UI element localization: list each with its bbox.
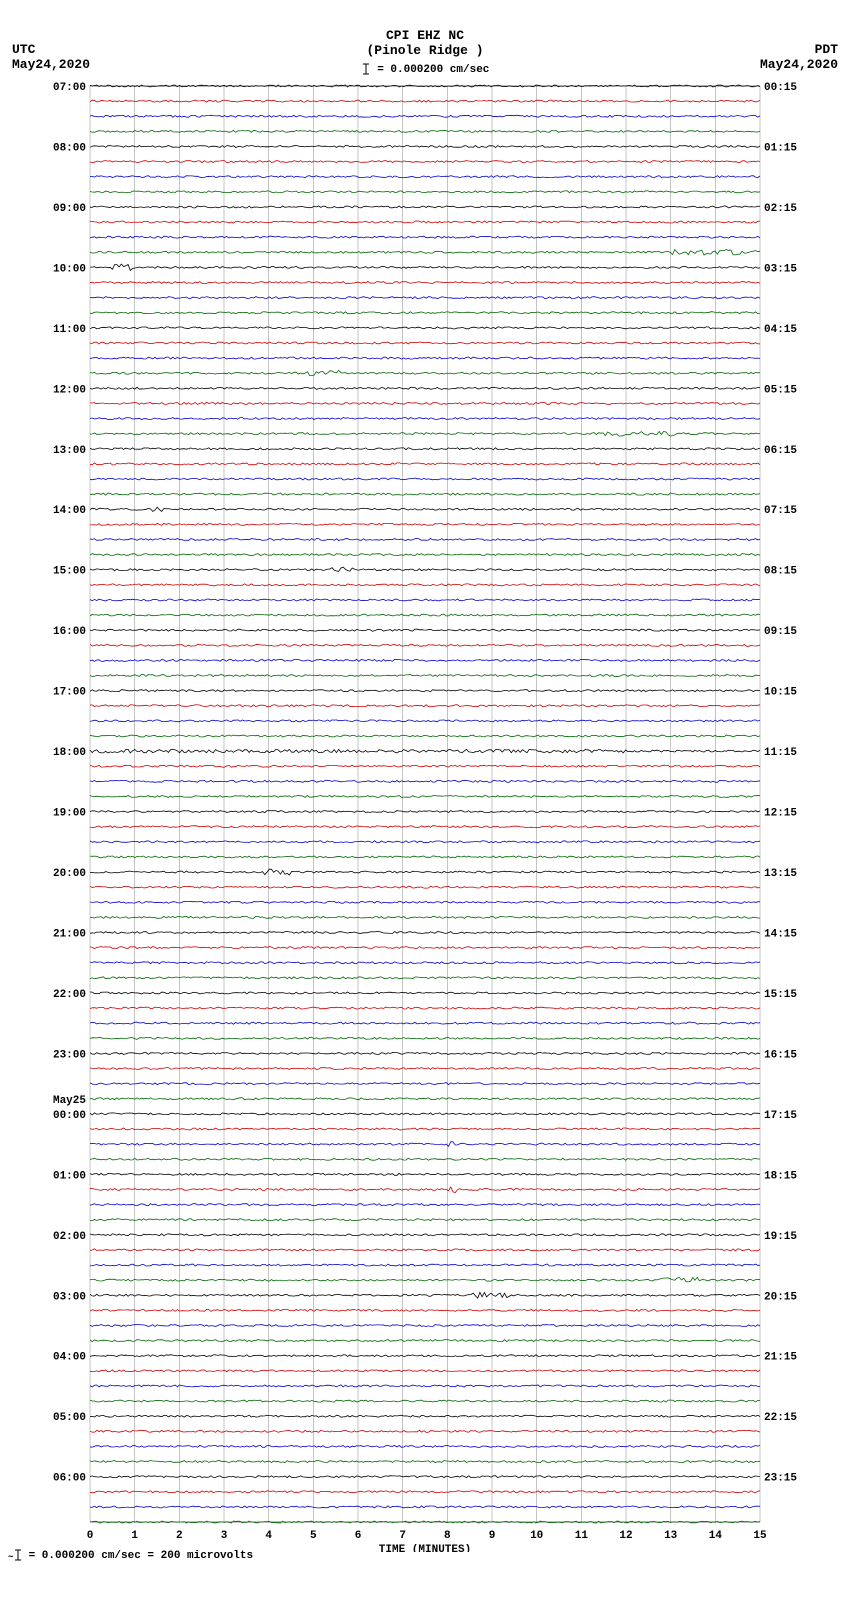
svg-text:May25: May25 bbox=[53, 1095, 86, 1107]
scale-bar-text: = 0.000200 cm/sec bbox=[377, 64, 489, 76]
svg-text:03:00: 03:00 bbox=[53, 1291, 86, 1303]
tz-left-label: UTC bbox=[12, 42, 90, 57]
station-location: (Pinole Ridge ) bbox=[0, 43, 850, 58]
svg-text:17:00: 17:00 bbox=[53, 687, 86, 699]
svg-text:21:00: 21:00 bbox=[53, 928, 86, 940]
svg-text:08:00: 08:00 bbox=[53, 142, 86, 154]
svg-text:3: 3 bbox=[221, 1530, 228, 1542]
svg-text:13: 13 bbox=[664, 1530, 678, 1542]
helicorder-plot: 0123456789101112131415TIME (MINUTES)07:0… bbox=[50, 82, 800, 1542]
svg-text:14:00: 14:00 bbox=[53, 505, 86, 517]
svg-text:10:15: 10:15 bbox=[764, 687, 797, 699]
svg-text:02:15: 02:15 bbox=[764, 203, 797, 215]
scale-bar-label: = 0.000200 cm/sec bbox=[0, 62, 850, 76]
svg-text:01:15: 01:15 bbox=[764, 142, 797, 154]
tz-left-block: UTC May24,2020 bbox=[12, 42, 90, 72]
svg-text:05:00: 05:00 bbox=[53, 1412, 86, 1424]
svg-text:04:15: 04:15 bbox=[764, 324, 797, 336]
svg-text:06:00: 06:00 bbox=[53, 1473, 86, 1485]
svg-text:2: 2 bbox=[176, 1530, 183, 1542]
svg-text:23:00: 23:00 bbox=[53, 1049, 86, 1061]
svg-text:01:00: 01:00 bbox=[53, 1170, 86, 1182]
svg-text:12:15: 12:15 bbox=[764, 808, 797, 820]
svg-text:03:15: 03:15 bbox=[764, 263, 797, 275]
svg-text:11:00: 11:00 bbox=[53, 324, 86, 336]
footer-scale-bar-icon: ~ bbox=[8, 1548, 22, 1562]
svg-text:TIME (MINUTES): TIME (MINUTES) bbox=[379, 1544, 471, 1552]
svg-text:12: 12 bbox=[619, 1530, 632, 1542]
tz-right-label: PDT bbox=[760, 42, 838, 57]
svg-text:13:15: 13:15 bbox=[764, 868, 797, 880]
svg-text:7: 7 bbox=[399, 1530, 406, 1542]
svg-text:4: 4 bbox=[265, 1530, 272, 1542]
svg-text:07:15: 07:15 bbox=[764, 505, 797, 517]
svg-text:20:15: 20:15 bbox=[764, 1291, 797, 1303]
svg-text:04:00: 04:00 bbox=[53, 1352, 86, 1364]
svg-text:09:00: 09:00 bbox=[53, 203, 86, 215]
svg-text:16:00: 16:00 bbox=[53, 626, 86, 638]
svg-text:15:00: 15:00 bbox=[53, 566, 86, 578]
svg-text:6: 6 bbox=[355, 1530, 362, 1542]
svg-text:15: 15 bbox=[753, 1530, 767, 1542]
svg-text:07:00: 07:00 bbox=[53, 82, 86, 94]
svg-text:23:15: 23:15 bbox=[764, 1473, 797, 1485]
svg-text:1: 1 bbox=[131, 1530, 138, 1542]
svg-text:22:15: 22:15 bbox=[764, 1412, 797, 1424]
svg-text:02:00: 02:00 bbox=[53, 1231, 86, 1243]
svg-text:06:15: 06:15 bbox=[764, 445, 797, 457]
svg-text:0: 0 bbox=[87, 1530, 94, 1542]
chart-header: CPI EHZ NC (Pinole Ridge ) = 0.000200 cm… bbox=[0, 0, 850, 76]
svg-text:10:00: 10:00 bbox=[53, 263, 86, 275]
svg-text:17:15: 17:15 bbox=[764, 1110, 797, 1122]
svg-text:22:00: 22:00 bbox=[53, 989, 86, 1001]
svg-text:13:00: 13:00 bbox=[53, 445, 86, 457]
svg-text:19:15: 19:15 bbox=[764, 1231, 797, 1243]
helicorder-svg: 0123456789101112131415TIME (MINUTES)07:0… bbox=[50, 82, 800, 1552]
svg-text:18:00: 18:00 bbox=[53, 747, 86, 759]
svg-text:15:15: 15:15 bbox=[764, 989, 797, 1001]
svg-text:00:15: 00:15 bbox=[764, 82, 797, 94]
svg-text:14: 14 bbox=[709, 1530, 723, 1542]
svg-text:00:00: 00:00 bbox=[53, 1110, 86, 1122]
svg-text:9: 9 bbox=[489, 1530, 496, 1542]
svg-text:10: 10 bbox=[530, 1530, 543, 1542]
svg-text:09:15: 09:15 bbox=[764, 626, 797, 638]
svg-text:20:00: 20:00 bbox=[53, 868, 86, 880]
svg-text:21:15: 21:15 bbox=[764, 1352, 797, 1364]
svg-text:11:15: 11:15 bbox=[764, 747, 797, 759]
svg-text:16:15: 16:15 bbox=[764, 1049, 797, 1061]
tz-left-date: May24,2020 bbox=[12, 57, 90, 72]
tz-right-block: PDT May24,2020 bbox=[760, 42, 838, 72]
svg-text:14:15: 14:15 bbox=[764, 928, 797, 940]
svg-text:08:15: 08:15 bbox=[764, 566, 797, 578]
svg-text:~: ~ bbox=[8, 1552, 14, 1562]
svg-text:18:15: 18:15 bbox=[764, 1170, 797, 1182]
svg-text:11: 11 bbox=[575, 1530, 589, 1542]
tz-right-date: May24,2020 bbox=[760, 57, 838, 72]
svg-text:5: 5 bbox=[310, 1530, 317, 1542]
station-code: CPI EHZ NC bbox=[0, 28, 850, 43]
svg-text:05:15: 05:15 bbox=[764, 384, 797, 396]
svg-text:8: 8 bbox=[444, 1530, 451, 1542]
svg-text:19:00: 19:00 bbox=[53, 808, 86, 820]
scale-bar-icon bbox=[361, 62, 371, 76]
svg-text:12:00: 12:00 bbox=[53, 384, 86, 396]
